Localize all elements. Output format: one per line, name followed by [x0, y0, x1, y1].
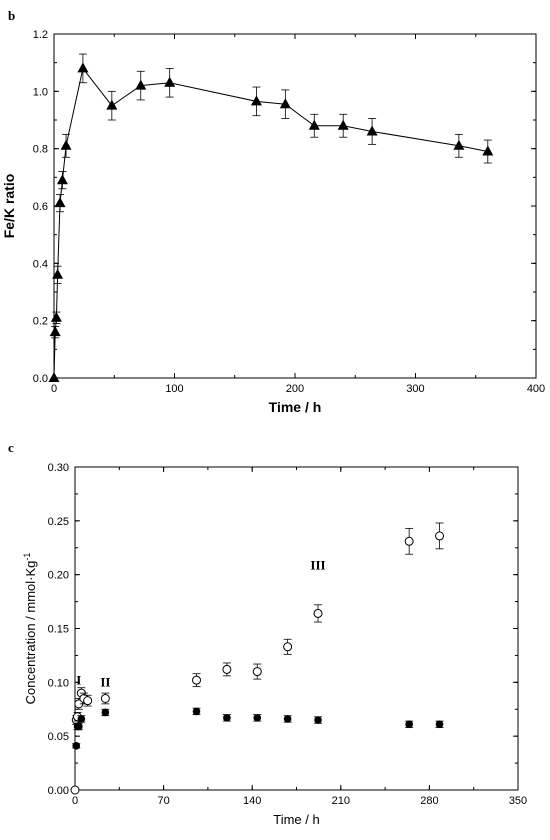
annotation-label: I: [76, 672, 81, 687]
data-point-open-circle: [313, 608, 323, 618]
data-point-filled-circle: [435, 720, 444, 729]
data-point-triangle: [106, 99, 118, 110]
annotation-label: III: [310, 557, 325, 572]
x-tick-label: 300: [406, 383, 424, 395]
annotation-label: II: [100, 675, 110, 690]
y-tick-label: 0.10: [48, 677, 69, 689]
data-point-open-circle: [70, 785, 80, 795]
data-point-triangle: [250, 95, 262, 106]
y-tick-label: 1.2: [33, 29, 48, 41]
y-tick-label: 0.30: [48, 462, 69, 474]
data-point-filled-circle: [72, 742, 81, 750]
x-tick-label: 0: [72, 795, 78, 807]
data-point-filled-circle: [253, 714, 262, 722]
data-point-filled-circle: [405, 720, 413, 729]
data-point-filled-circle: [192, 707, 201, 716]
data-point-filled-circle: [77, 715, 86, 723]
y-axis-label-superscript: -1: [22, 553, 32, 561]
y-tick-label: 0.05: [48, 731, 69, 743]
x-tick-label: 200: [286, 383, 304, 395]
chart-c: 0 70 140 210 280 350 0.00 0.05 0.10 0.15 0.20 0.25 0…: [22, 462, 527, 827]
data-point-open-circle: [100, 693, 110, 703]
x-tick-label: 400: [527, 383, 545, 395]
data-point-open-circle: [222, 664, 232, 674]
series-line: [53, 67, 488, 379]
x-tick-label: 0: [51, 383, 57, 395]
panel-b-letter: b: [8, 8, 15, 23]
data-point-triangle: [308, 119, 320, 130]
y-tick-label: 0.8: [33, 144, 48, 156]
data-point-triangle: [77, 62, 89, 73]
x-axis-label: Time / h: [269, 399, 322, 415]
data-point-triangle: [60, 139, 72, 150]
data-point-triangle: [56, 174, 68, 185]
y-tick-label: 0.4: [33, 258, 48, 270]
data-point-triangle: [164, 76, 176, 87]
data-point-filled-circle: [283, 715, 292, 723]
panel-c-letter: c: [8, 440, 14, 455]
x-tick-label: 100: [165, 383, 183, 395]
data-point-open-circle: [83, 696, 93, 706]
plot-frame: [74, 466, 519, 791]
chart-b: 0 100 200 300 400 0.0 0.2 0.4 0.6 0.8 1.0 1.2 Time /…: [1, 29, 545, 415]
y-tick-label: 0.20: [48, 570, 69, 582]
y-tick-label: 0.0: [33, 373, 48, 385]
data-point-triangle: [366, 125, 378, 136]
y-axis-label: Fe/K ratio: [1, 174, 17, 239]
data-point-triangle: [48, 372, 60, 382]
data-point-triangle: [52, 268, 64, 279]
data-point-triangle: [49, 326, 61, 337]
data-point-triangle: [135, 79, 147, 90]
y-tick-label: 0.00: [48, 785, 69, 797]
y-tick-label: 0.2: [33, 316, 48, 328]
y-tick-label: 0.15: [48, 624, 69, 636]
y-tick-label: 1.0: [33, 86, 48, 98]
x-tick-label: 140: [243, 795, 261, 807]
data-point-triangle: [279, 98, 291, 109]
data-point-triangle: [337, 119, 349, 130]
x-tick-label: 350: [509, 795, 527, 807]
data-point-triangle: [453, 139, 465, 150]
data-point-filled-circle: [314, 716, 322, 724]
y-axis-label: Concentration / mmol·Kg-1: [22, 553, 38, 705]
data-point-open-circle: [435, 531, 445, 541]
data-point-open-circle: [252, 667, 262, 677]
data-point-open-circle: [404, 536, 414, 546]
plot-frame: [53, 33, 537, 379]
y-tick-label: 0.25: [48, 516, 69, 528]
x-tick-label: 70: [157, 795, 169, 807]
data-point-open-circle: [192, 675, 202, 685]
data-point-triangle: [482, 145, 494, 156]
x-tick-label: 280: [420, 795, 438, 807]
data-point-filled-circle: [101, 708, 110, 717]
data-point-filled-circle: [74, 722, 83, 731]
x-axis-label: Time / h: [273, 812, 319, 827]
data-point-filled-circle: [223, 714, 231, 722]
x-tick-label: 210: [332, 795, 350, 807]
data-point-triangle: [54, 197, 66, 208]
data-point-triangle: [50, 311, 62, 322]
y-tick-label: 0.6: [33, 201, 48, 213]
data-point-open-circle: [283, 642, 293, 652]
